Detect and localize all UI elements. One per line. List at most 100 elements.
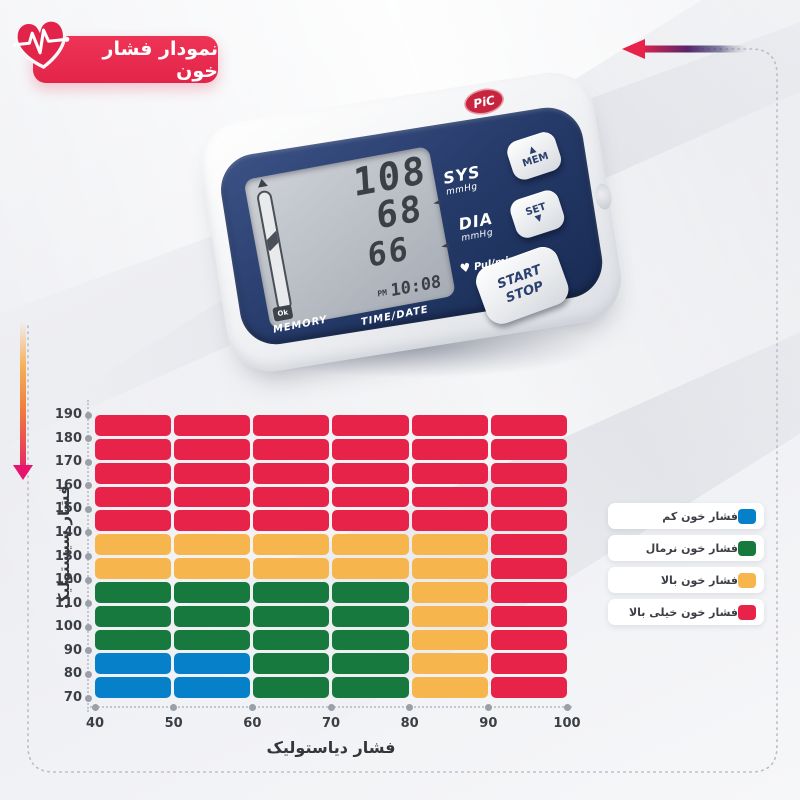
legend-swatch <box>738 540 756 556</box>
dia-label-block: DIA mmHg <box>457 208 495 244</box>
heatmap-cell <box>490 534 567 555</box>
heatmap-cell <box>253 558 330 579</box>
y-tick-dot <box>84 600 92 608</box>
y-tick-label: 160 <box>54 477 82 493</box>
heatmap-cell <box>174 438 251 460</box>
lcd-digits: 108 68 66 <box>352 147 432 274</box>
heatmap-cell <box>253 415 330 436</box>
heatmap-cell <box>253 534 330 555</box>
heatmap-cell <box>174 534 251 555</box>
heatmap-cell <box>332 415 409 436</box>
heatmap-cell <box>411 677 488 698</box>
y-tick-label: 190 <box>54 407 82 422</box>
heatmap-cell <box>332 558 409 579</box>
y-tick-dot <box>84 553 92 560</box>
page-title: نمودار فشار خون <box>102 37 218 82</box>
ok-indicator: Ok <box>272 304 294 322</box>
x-tick-dot <box>406 703 414 711</box>
y-tick-dot <box>84 694 92 702</box>
x-tick-label: 100 <box>553 716 581 731</box>
legend-item: فشار خون بالا <box>608 567 764 593</box>
heatmap-cell <box>411 462 488 484</box>
legend-item: فشار خون نرمال <box>608 535 764 561</box>
x-tick-dot <box>327 703 335 711</box>
heatmap-cell <box>490 581 567 603</box>
meridiem-label: PM <box>377 287 388 299</box>
heatmap-cell <box>95 677 172 698</box>
legend-label: فشار خون نرمال <box>645 541 738 555</box>
sys-pointer-icon: ◄ <box>432 196 442 209</box>
heatmap-cell <box>332 677 409 698</box>
heatmap-cell <box>95 534 172 555</box>
heatmap-cell <box>95 486 172 508</box>
heatmap-cell <box>174 605 251 627</box>
legend-item: فشار خون خیلی بالا <box>608 599 764 625</box>
x-tick-label: 40 <box>85 716 105 731</box>
y-tick-label: 110 <box>54 595 82 611</box>
top-gradient-arrow <box>638 45 748 53</box>
y-tick-dot <box>84 647 92 655</box>
heatmap-cell <box>411 605 488 627</box>
x-tick-dot <box>563 703 571 711</box>
heatmap-cell <box>411 438 488 460</box>
legend-swatch <box>738 572 756 588</box>
heatmap-cell <box>332 438 409 460</box>
x-tick-dot <box>484 703 492 711</box>
heatmap-cell <box>332 629 409 651</box>
heart-pulse-icon <box>7 11 75 75</box>
y-tick-label: 80 <box>63 666 82 682</box>
heatmap-cell <box>253 605 330 627</box>
heatmap-cell <box>490 677 567 698</box>
clock-display: PM 10:08 <box>377 272 442 304</box>
heatmap-cell <box>174 677 251 698</box>
heart-icon: ♥ <box>458 259 472 276</box>
heatmap-cell <box>174 558 251 579</box>
heatmap-cell <box>490 558 567 579</box>
y-tick-dot <box>84 505 92 513</box>
y-tick-dot <box>84 458 92 466</box>
heatmap-cell <box>174 462 251 484</box>
chart-legend: فشار خون کم فشار خون نرمال فشار خون بالا فش… <box>608 503 764 631</box>
pressure-gauge-bar <box>255 189 293 313</box>
heatmap-cell <box>490 510 567 532</box>
lcd-display: Ok 108 68 66 PM 10:08 ◄ ◄ <box>243 145 456 330</box>
y-tick-dot <box>84 576 92 584</box>
heatmap-cell <box>490 415 567 436</box>
heatmap-cell <box>411 581 488 603</box>
heatmap-cell <box>490 605 567 627</box>
x-tick-label: 70 <box>321 716 341 731</box>
y-tick-label: 140 <box>54 524 82 540</box>
heatmap-cell <box>411 415 488 436</box>
x-tick-label: 50 <box>164 716 183 731</box>
x-tick-label: 90 <box>479 716 498 731</box>
y-tick-dot <box>84 670 92 678</box>
x-tick-dot <box>248 703 256 711</box>
x-tick-dot <box>170 703 178 711</box>
y-tick-label: 150 <box>54 501 82 517</box>
heatmap-cell <box>411 558 488 579</box>
heatmap-cell <box>332 605 409 627</box>
heatmap-cell <box>490 438 567 460</box>
heatmap-cell <box>332 486 409 508</box>
heatmap-cell <box>95 558 172 579</box>
y-tick-label: 180 <box>54 430 82 446</box>
x-axis-title: فشار دیاستولیک <box>266 738 396 757</box>
y-tick-label: 130 <box>54 548 82 564</box>
heatmap-cell <box>332 534 409 555</box>
y-tick-label: 100 <box>54 619 82 635</box>
x-tick-label: 60 <box>243 716 262 731</box>
sys-label-block: SYS mmHg <box>441 162 483 198</box>
legend-label: فشار خون کم <box>662 509 738 523</box>
y-tick-label: 120 <box>54 572 82 588</box>
heatmap-cell <box>253 629 330 651</box>
legend-swatch <box>738 508 756 524</box>
down-arrow-icon: ▼ <box>534 213 544 225</box>
heatmap-cell <box>411 653 488 675</box>
heatmap-cell <box>253 581 330 603</box>
heatmap-cell <box>174 415 251 436</box>
left-gradient-arrow <box>20 322 26 468</box>
y-tick-label: 90 <box>63 642 82 658</box>
heatmap-cell <box>174 653 251 675</box>
y-tick-dot <box>84 529 92 537</box>
y-tick-dot <box>84 411 92 419</box>
